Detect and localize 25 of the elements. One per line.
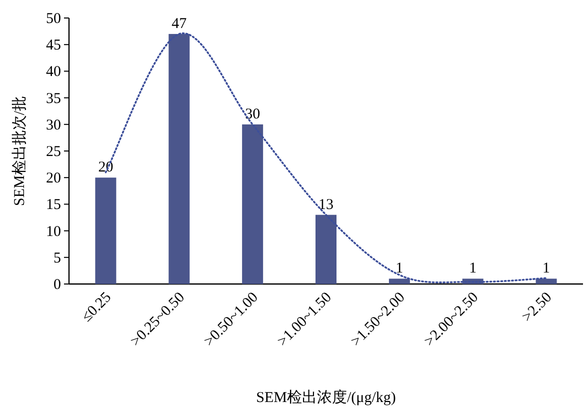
y-tick-label: 25 xyxy=(46,144,61,160)
y-tick-label: 35 xyxy=(46,90,61,107)
data-label: 1 xyxy=(542,260,550,277)
bar xyxy=(168,34,190,284)
x-axis-title: SEM检出浓度/(μg/kg) xyxy=(256,389,396,406)
y-tick-label: 5 xyxy=(54,250,61,266)
data-label: 1 xyxy=(396,260,404,277)
data-label: 13 xyxy=(318,196,334,213)
bar xyxy=(388,278,410,284)
y-tick-label: 40 xyxy=(46,64,61,80)
bar xyxy=(95,178,116,284)
data-label: 1 xyxy=(469,260,477,277)
y-tick-label: 45 xyxy=(46,38,61,54)
bar xyxy=(536,278,557,284)
bar xyxy=(316,214,336,284)
y-axis-title: SEM检出批次/批 xyxy=(11,96,28,206)
y-tick-label: 30 xyxy=(46,117,61,134)
data-label: 47 xyxy=(172,16,188,32)
y-tick-label: 0 xyxy=(54,277,61,293)
y-tick-label: 15 xyxy=(46,197,61,214)
y-tick-label: 50 xyxy=(46,11,61,27)
y-tick-label: 10 xyxy=(46,224,61,240)
bar xyxy=(242,124,264,284)
data-label: 30 xyxy=(245,106,260,122)
y-tick-label: 20 xyxy=(46,170,61,187)
